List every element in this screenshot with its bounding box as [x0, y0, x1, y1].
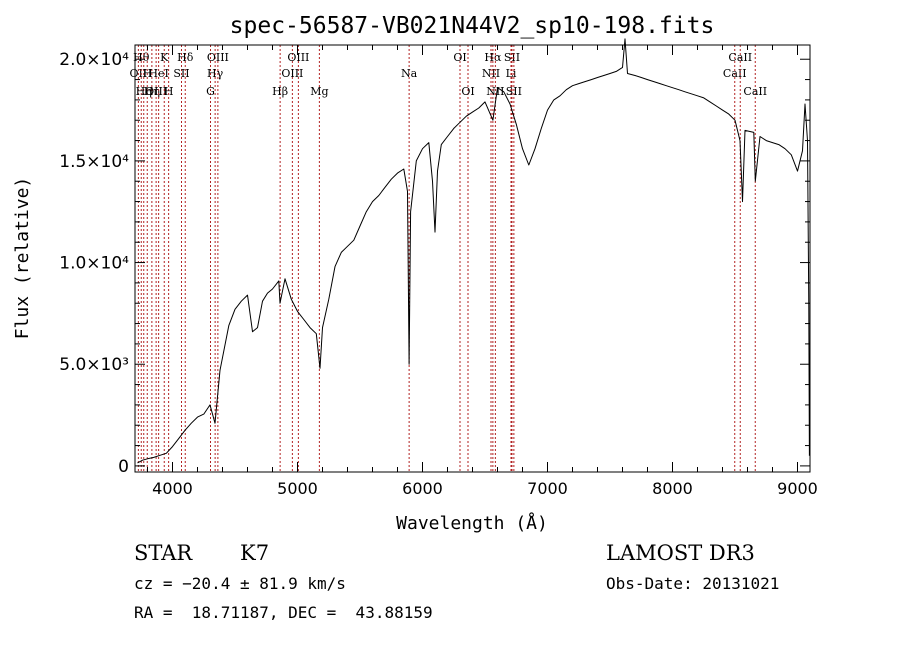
survey-name: LAMOST DR3 [606, 541, 755, 565]
spectral-line-label: CaII [728, 51, 752, 64]
spectral-line-label: OIII [145, 85, 167, 98]
x-axis-label: Wavelength (Å) [396, 512, 548, 534]
y-tick-label: 5.0×10³ [59, 355, 129, 375]
spectral-line-markers: OIIHθHηHHηOIIIHeIKHSIIHδGHγOIIIHβOIIIOII… [130, 45, 767, 472]
spectral-line-label: Na [401, 67, 418, 80]
series-layer [137, 38, 810, 464]
spectral-line-label: SII [506, 85, 522, 98]
axis-ticks: 4000 5000 6000 7000 8000 9000 0 5.0×10³ 1.0×10⁴ 1… [59, 45, 818, 498]
spectral-line-label: NII [482, 67, 500, 80]
spectral-line-label: SII [173, 67, 189, 80]
spectral-line-label: Hγ [207, 67, 224, 80]
y-tick-label: 1.0×10⁴ [59, 254, 129, 274]
spectral-line-label: OIII [287, 51, 309, 64]
spectral-line-label: Hδ [177, 51, 194, 64]
y-tick-label: 2.0×10⁴ [59, 50, 129, 70]
redshift-text: cz = −20.4 ± 81.9 km/s [134, 574, 346, 593]
spectral-line-label: OI [453, 51, 466, 64]
spectral-line-label: SII [504, 51, 520, 64]
obs-date: Obs-Date: 20131021 [606, 574, 779, 593]
spectral-line-label: Hη [136, 85, 152, 98]
plot-frame [134, 44, 811, 473]
spectral-line-label: Li [506, 67, 517, 80]
coordinates: RA = 18.71187, DEC = 43.88159 [134, 603, 433, 622]
spectral-line-label: HeI [148, 67, 168, 80]
spectral-line-label: CaII [723, 67, 747, 80]
spectral-line-label: K [160, 51, 169, 64]
x-tick-label: 8000 [652, 479, 693, 498]
x-tick-label: 4000 [152, 479, 193, 498]
y-axis-label: Flux (relative) [12, 177, 33, 340]
spectral-line-label: CaII [743, 85, 767, 98]
spectral-line-label: OIII [281, 67, 303, 80]
x-tick-label: 7000 [527, 479, 568, 498]
spectral-line-label: OI [461, 85, 474, 98]
spectral-line-label: Hβ [272, 85, 288, 98]
spectral-line-label: OIII [207, 51, 229, 64]
chart-title: spec-56587-VB021N44V2_sp10-198.fits [230, 13, 715, 39]
spectral-line-label: Hα [484, 51, 502, 64]
x-tick-label: 5000 [277, 479, 318, 498]
spectral-line-label: Hθ [133, 51, 150, 64]
spectral-line-label: NII [486, 85, 504, 98]
x-tick-label: 9000 [777, 479, 818, 498]
object-subclass: K7 [240, 541, 269, 565]
spectral-line-label: H [164, 85, 174, 98]
x-tick-label: 6000 [402, 479, 443, 498]
spectral-line-label: G [206, 85, 215, 98]
spectral-line-label: OII [130, 67, 148, 80]
y-tick-label: 0 [118, 457, 129, 477]
object-class: STAR [134, 541, 193, 565]
spectrum-series-line-0 [137, 38, 810, 464]
y-tick-label: 1.5×10⁴ [59, 152, 129, 172]
spectral-line-label: Mg [310, 85, 328, 98]
spectral-line-label: H [142, 67, 152, 80]
